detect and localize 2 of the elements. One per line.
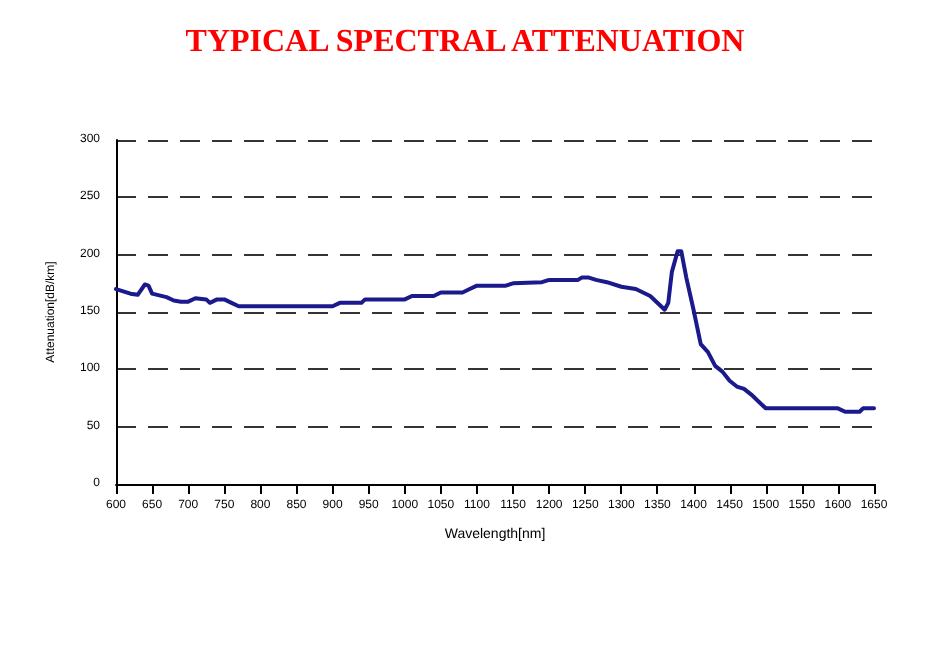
chart-title: TYPICAL SPECTRAL ATTENUATION bbox=[185, 25, 746, 59]
line-series bbox=[114, 249, 876, 414]
